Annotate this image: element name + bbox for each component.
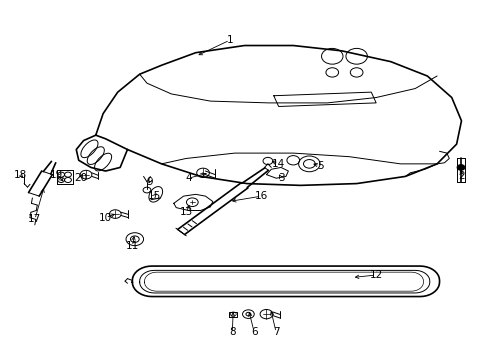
Text: 6: 6: [250, 327, 257, 337]
Text: 16: 16: [254, 191, 267, 201]
Text: 14: 14: [271, 159, 285, 169]
Text: 5: 5: [316, 161, 323, 171]
Text: 7: 7: [272, 327, 279, 337]
Text: 11: 11: [125, 241, 139, 251]
Text: 4: 4: [185, 173, 191, 183]
Text: 17: 17: [28, 215, 41, 224]
Circle shape: [456, 165, 464, 170]
Text: 2: 2: [457, 171, 464, 181]
Text: 18: 18: [14, 170, 27, 180]
Text: 9: 9: [146, 177, 152, 187]
Text: 20: 20: [75, 173, 87, 183]
Text: 3: 3: [277, 173, 284, 183]
Text: 15: 15: [147, 191, 161, 201]
Text: 8: 8: [228, 327, 235, 337]
Text: 13: 13: [179, 207, 192, 217]
Text: 19: 19: [50, 170, 63, 180]
Text: 10: 10: [99, 213, 112, 222]
Text: 12: 12: [369, 270, 382, 280]
Text: 1: 1: [226, 35, 233, 45]
